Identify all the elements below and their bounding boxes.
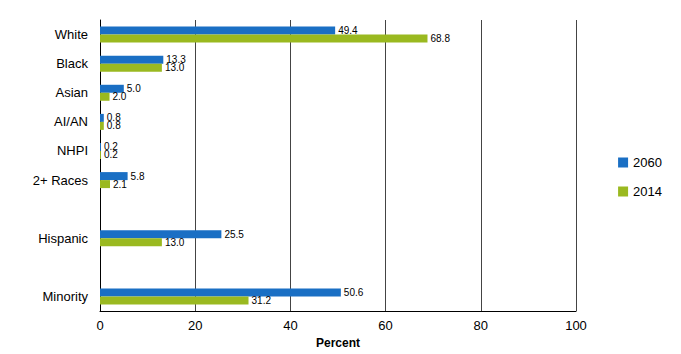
svg-text:0.2: 0.2 — [104, 141, 118, 153]
svg-text:5.0: 5.0 — [127, 83, 141, 94]
svg-text:White: White — [55, 27, 88, 42]
svg-text:0: 0 — [96, 318, 103, 333]
svg-text:25.5: 25.5 — [224, 229, 244, 240]
svg-text:5.8: 5.8 — [131, 171, 145, 182]
svg-text:68.8: 68.8 — [430, 33, 450, 44]
svg-text:50.6: 50.6 — [344, 287, 364, 298]
svg-text:0.8: 0.8 — [106, 112, 121, 124]
svg-text:13.0: 13.0 — [165, 237, 185, 248]
svg-text:NHPI: NHPI — [57, 143, 88, 158]
svg-text:Black: Black — [56, 56, 88, 71]
svg-text:AI/AN: AI/AN — [54, 114, 88, 129]
svg-text:0.8: 0.8 — [107, 120, 121, 131]
svg-text:80: 80 — [474, 318, 488, 333]
svg-text:40: 40 — [283, 318, 297, 333]
svg-text:0.2: 0.2 — [104, 149, 118, 160]
svg-text:60: 60 — [378, 318, 392, 333]
svg-text:2+ Races: 2+ Races — [33, 173, 89, 188]
svg-text:13.0: 13.0 — [165, 62, 185, 73]
svg-text:Minority: Minority — [42, 289, 88, 304]
svg-text:2.0: 2.0 — [113, 91, 127, 102]
svg-text:Percent: Percent — [316, 336, 360, 350]
svg-text:2.1: 2.1 — [113, 179, 127, 190]
svg-text:2014: 2014 — [633, 184, 662, 199]
svg-text:2060: 2060 — [633, 155, 662, 170]
svg-text:100: 100 — [565, 318, 587, 333]
svg-text:31.2: 31.2 — [252, 295, 272, 306]
svg-text:13.3: 13.3 — [166, 54, 186, 66]
svg-text:Hispanic: Hispanic — [38, 231, 88, 246]
svg-text:49.4: 49.4 — [338, 25, 358, 36]
svg-text:20: 20 — [188, 318, 202, 333]
svg-text:Asian: Asian — [55, 85, 88, 100]
